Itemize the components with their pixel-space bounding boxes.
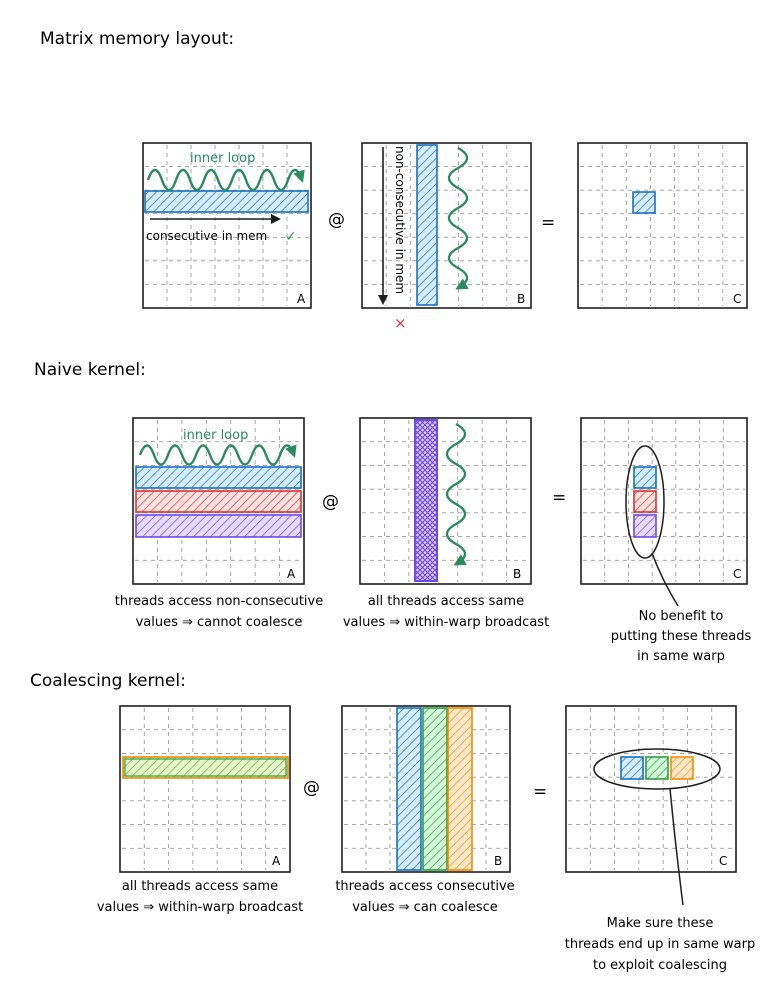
row3-matrix-b: B bbox=[341, 705, 511, 873]
row3-c-label: C bbox=[719, 854, 727, 868]
row2-a-caption-1: threads access non-consecutive bbox=[115, 594, 323, 609]
row2-matrix-c: C bbox=[580, 417, 748, 585]
row2-matrix-b: B bbox=[359, 417, 532, 585]
row3-a-caption-2: values ⇒ within-warp broadcast bbox=[97, 900, 303, 915]
row2-a-caption-2: values ⇒ cannot coalesce bbox=[136, 615, 303, 630]
row3-c-note-3: to exploit coalescing bbox=[593, 958, 727, 973]
row2-c-note-1: No benefit to bbox=[639, 609, 724, 624]
row3-b-column-orange bbox=[447, 707, 473, 871]
row3-c-note-pointer bbox=[669, 788, 684, 906]
row1-matrix-a: A bbox=[142, 142, 312, 309]
row2-c-note-3: in same warp bbox=[637, 649, 725, 664]
row3-c-cell-green bbox=[645, 756, 669, 780]
row2-matrix-a: A bbox=[132, 417, 305, 585]
row3-c-note-2: threads end up in same warp bbox=[565, 937, 755, 952]
row2-inner-loop-label: inner loop bbox=[183, 428, 248, 443]
row2-b-caption-1: all threads access same bbox=[368, 594, 524, 609]
row1-matrix-c: C bbox=[577, 142, 748, 309]
row1-b-grid bbox=[364, 145, 529, 306]
row3-c-note-1: Make sure these bbox=[607, 916, 714, 931]
row1-a-label: A bbox=[297, 292, 306, 306]
row1-c-label: C bbox=[733, 292, 741, 306]
row2-a-label: A bbox=[287, 567, 296, 581]
section-title-layout: Matrix memory layout: bbox=[40, 29, 234, 49]
row3-equals-operator: = bbox=[533, 782, 547, 802]
section-title-naive: Naive kernel: bbox=[34, 360, 146, 380]
row1-cross-mark: × bbox=[394, 314, 407, 332]
row3-matmul-operator: @ bbox=[303, 778, 320, 798]
row2-b-column-highlight bbox=[414, 419, 438, 582]
row1-b-column-highlight bbox=[416, 144, 438, 306]
row3-b-caption-1: threads access consecutive bbox=[335, 879, 514, 894]
row2-b-grid bbox=[362, 420, 529, 582]
row2-c-cell-blue bbox=[633, 466, 657, 489]
row1-inner-loop-label: inner loop bbox=[190, 151, 255, 166]
row2-b-squiggle bbox=[445, 422, 467, 566]
row3-c-cell-blue bbox=[620, 756, 644, 780]
row2-inner-loop-squiggle bbox=[138, 444, 297, 466]
row1-matmul-operator: @ bbox=[328, 210, 345, 230]
row3-c-cell-orange bbox=[670, 756, 694, 780]
row3-b-column-green bbox=[422, 707, 448, 871]
row3-a-row-inner-outline bbox=[124, 758, 287, 777]
row1-nonconsecutive-label: non-consecutive in mem bbox=[393, 146, 407, 294]
row2-a-row-blue bbox=[135, 466, 302, 489]
row1-b-label: B bbox=[517, 292, 525, 306]
section-title-coalescing: Coalescing kernel: bbox=[30, 671, 186, 691]
row1-a-row-highlight bbox=[144, 190, 309, 213]
row3-c-thread-group-ellipse bbox=[593, 748, 721, 790]
row3-matrix-a: A bbox=[119, 705, 291, 873]
row2-equals-operator: = bbox=[552, 488, 566, 508]
row3-b-caption-2: values ⇒ can coalesce bbox=[352, 900, 498, 915]
row2-b-caption-2: values ⇒ within-warp broadcast bbox=[343, 615, 549, 630]
row2-c-note-pointer bbox=[651, 552, 679, 607]
row3-b-column-blue bbox=[396, 707, 422, 871]
row1-c-grid bbox=[580, 145, 745, 306]
row2-c-label: C bbox=[733, 567, 741, 581]
row2-c-cell-red bbox=[633, 490, 657, 513]
row3-a-label: A bbox=[272, 854, 281, 868]
row1-b-squiggle bbox=[447, 146, 469, 290]
row2-c-note-2: putting these threads bbox=[611, 629, 752, 644]
row3-a-caption-1: all threads access same bbox=[122, 879, 278, 894]
row3-matrix-c: C bbox=[565, 705, 737, 873]
row3-a-row-highlight bbox=[122, 756, 289, 779]
row1-c-cell-highlight bbox=[632, 191, 656, 214]
row3-b-label: B bbox=[494, 854, 502, 868]
row2-b-label: B bbox=[513, 567, 521, 581]
row2-c-thread-group-ellipse bbox=[625, 445, 665, 559]
row2-a-row-purple bbox=[135, 514, 302, 538]
row1-a-grid bbox=[145, 145, 309, 306]
row1-consecutive-label: consecutive in mem bbox=[146, 229, 267, 243]
row2-a-row-red bbox=[135, 490, 302, 513]
row1-inner-loop-squiggle bbox=[146, 168, 305, 192]
row2-c-cell-purple bbox=[633, 514, 657, 538]
row1-equals-operator: = bbox=[541, 213, 555, 233]
row1-check-mark: ✓ bbox=[285, 229, 297, 245]
row3-a-grid bbox=[122, 708, 288, 870]
row2-matmul-operator: @ bbox=[322, 492, 339, 512]
row1-matrix-b: B bbox=[361, 142, 532, 309]
